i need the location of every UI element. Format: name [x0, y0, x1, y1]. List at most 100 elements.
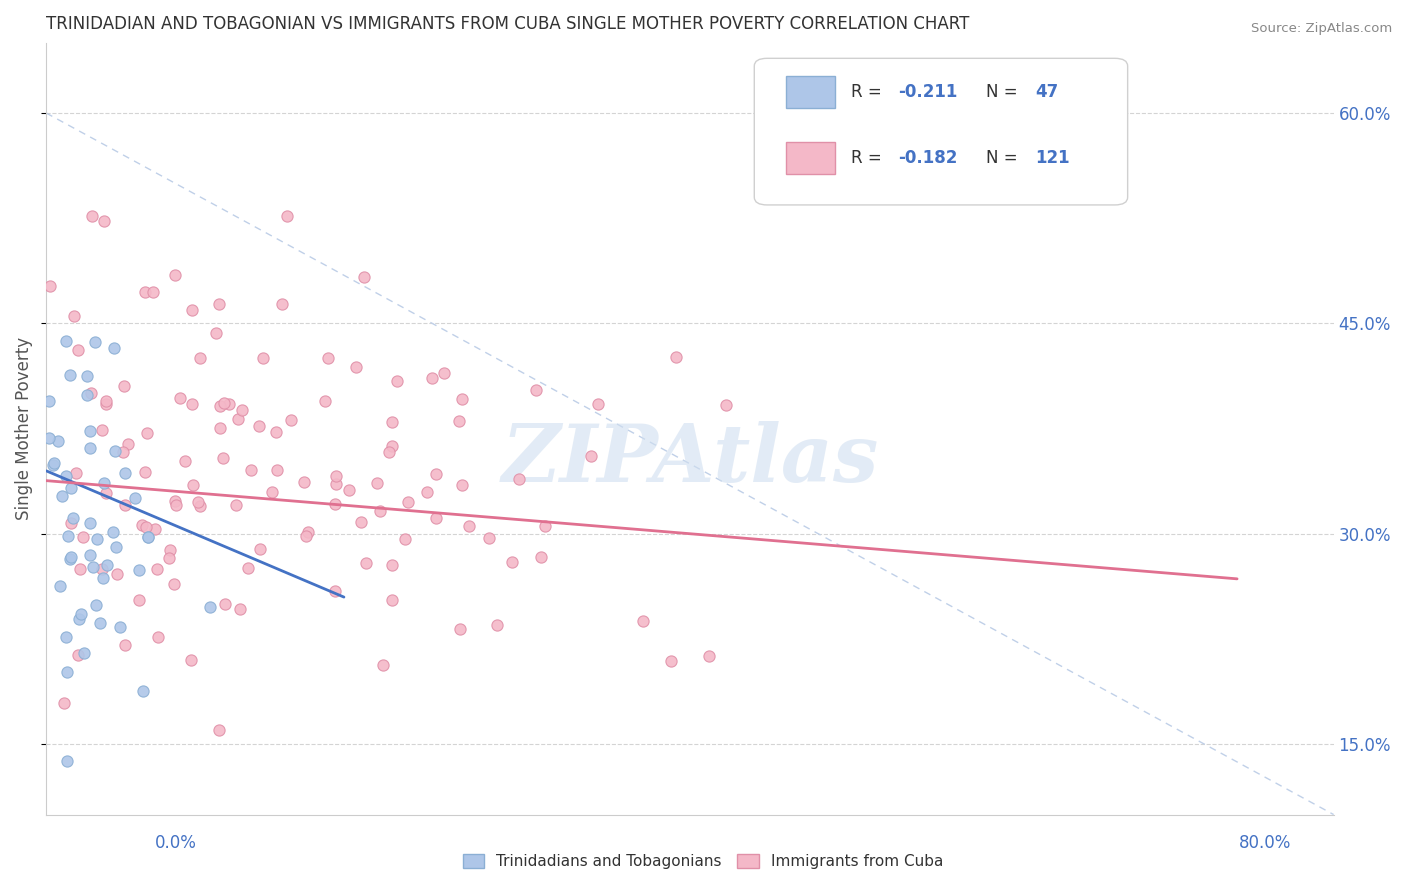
Point [103, 525, 125, 540]
Point [66, 343, 89, 358]
Point [181, 397, 204, 411]
Point [344, 360, 367, 375]
Point [530, 549, 553, 564]
Point [82, 209, 104, 223]
Point [295, 529, 318, 543]
Point [239, 463, 262, 477]
Point [134, 285, 156, 300]
Text: 47: 47 [1035, 83, 1059, 102]
Point [425, 511, 447, 525]
Y-axis label: Single Mother Poverty: Single Mother Poverty [15, 337, 32, 520]
Point [55, 630, 77, 644]
Point [114, 467, 136, 481]
Point [59, 550, 82, 565]
Point [252, 351, 274, 365]
Point [226, 412, 249, 426]
Point [128, 563, 150, 577]
Text: ZIPAtlas: ZIPAtlas [501, 421, 879, 499]
Point [665, 350, 688, 364]
Text: 0.0%: 0.0% [155, 834, 197, 852]
Point [59, 368, 82, 382]
Point [128, 593, 150, 607]
Point [247, 418, 270, 433]
Point [373, 657, 395, 672]
Point [91, 423, 114, 437]
Point [249, 541, 271, 556]
Point [136, 530, 159, 544]
Point [86, 533, 108, 547]
Point [70, 607, 93, 621]
Point [72, 530, 94, 544]
Point [385, 374, 408, 388]
Text: R =: R = [851, 149, 887, 167]
FancyBboxPatch shape [754, 58, 1128, 205]
Point [169, 391, 191, 405]
Point [132, 684, 155, 698]
Point [353, 269, 375, 284]
Point [59, 516, 82, 530]
Point [55, 334, 77, 348]
Point [208, 297, 231, 311]
Point [94, 394, 117, 409]
Point [142, 285, 165, 299]
Point [67, 612, 90, 626]
Point [366, 476, 388, 491]
Point [276, 209, 298, 223]
Point [84, 599, 107, 613]
Text: N =: N = [986, 83, 1024, 102]
Point [508, 472, 530, 486]
Point [163, 268, 186, 282]
Text: 121: 121 [1035, 149, 1070, 167]
Point [93, 214, 115, 228]
Point [450, 392, 472, 406]
Point [38, 431, 60, 445]
Point [204, 326, 226, 340]
Point [59, 552, 82, 566]
Point [368, 504, 391, 518]
Point [381, 415, 404, 429]
Point [73, 646, 96, 660]
Point [187, 494, 209, 508]
Legend: Trinidadians and Tobagonians, Immigrants from Cuba: Trinidadians and Tobagonians, Immigrants… [457, 847, 949, 875]
Text: Source: ZipAtlas.com: Source: ZipAtlas.com [1251, 22, 1392, 36]
Point [661, 654, 683, 668]
Point [180, 303, 202, 318]
Point [478, 531, 501, 545]
Point [114, 639, 136, 653]
Point [394, 532, 416, 546]
Point [229, 602, 252, 616]
Point [225, 498, 247, 512]
Point [105, 567, 128, 582]
Point [104, 541, 127, 555]
Point [354, 557, 377, 571]
Point [136, 426, 159, 441]
Point [337, 483, 360, 498]
Point [56, 665, 79, 680]
Point [350, 515, 373, 529]
Point [91, 571, 114, 585]
Point [449, 622, 471, 636]
Point [381, 439, 404, 453]
Point [111, 445, 134, 459]
Point [143, 522, 166, 536]
Point [208, 399, 231, 413]
Point [52, 697, 75, 711]
Point [174, 454, 197, 468]
Point [458, 518, 481, 533]
Point [134, 465, 156, 479]
Point [579, 449, 602, 463]
Point [450, 478, 472, 492]
Point [67, 648, 90, 662]
Point [264, 425, 287, 439]
Point [501, 555, 523, 569]
Point [292, 475, 315, 489]
Point [104, 443, 127, 458]
Point [323, 584, 346, 599]
Point [534, 519, 557, 533]
Point [135, 519, 157, 533]
Point [212, 396, 235, 410]
Point [238, 561, 260, 575]
Point [103, 341, 125, 355]
Point [58, 529, 80, 543]
Text: R =: R = [851, 83, 887, 102]
